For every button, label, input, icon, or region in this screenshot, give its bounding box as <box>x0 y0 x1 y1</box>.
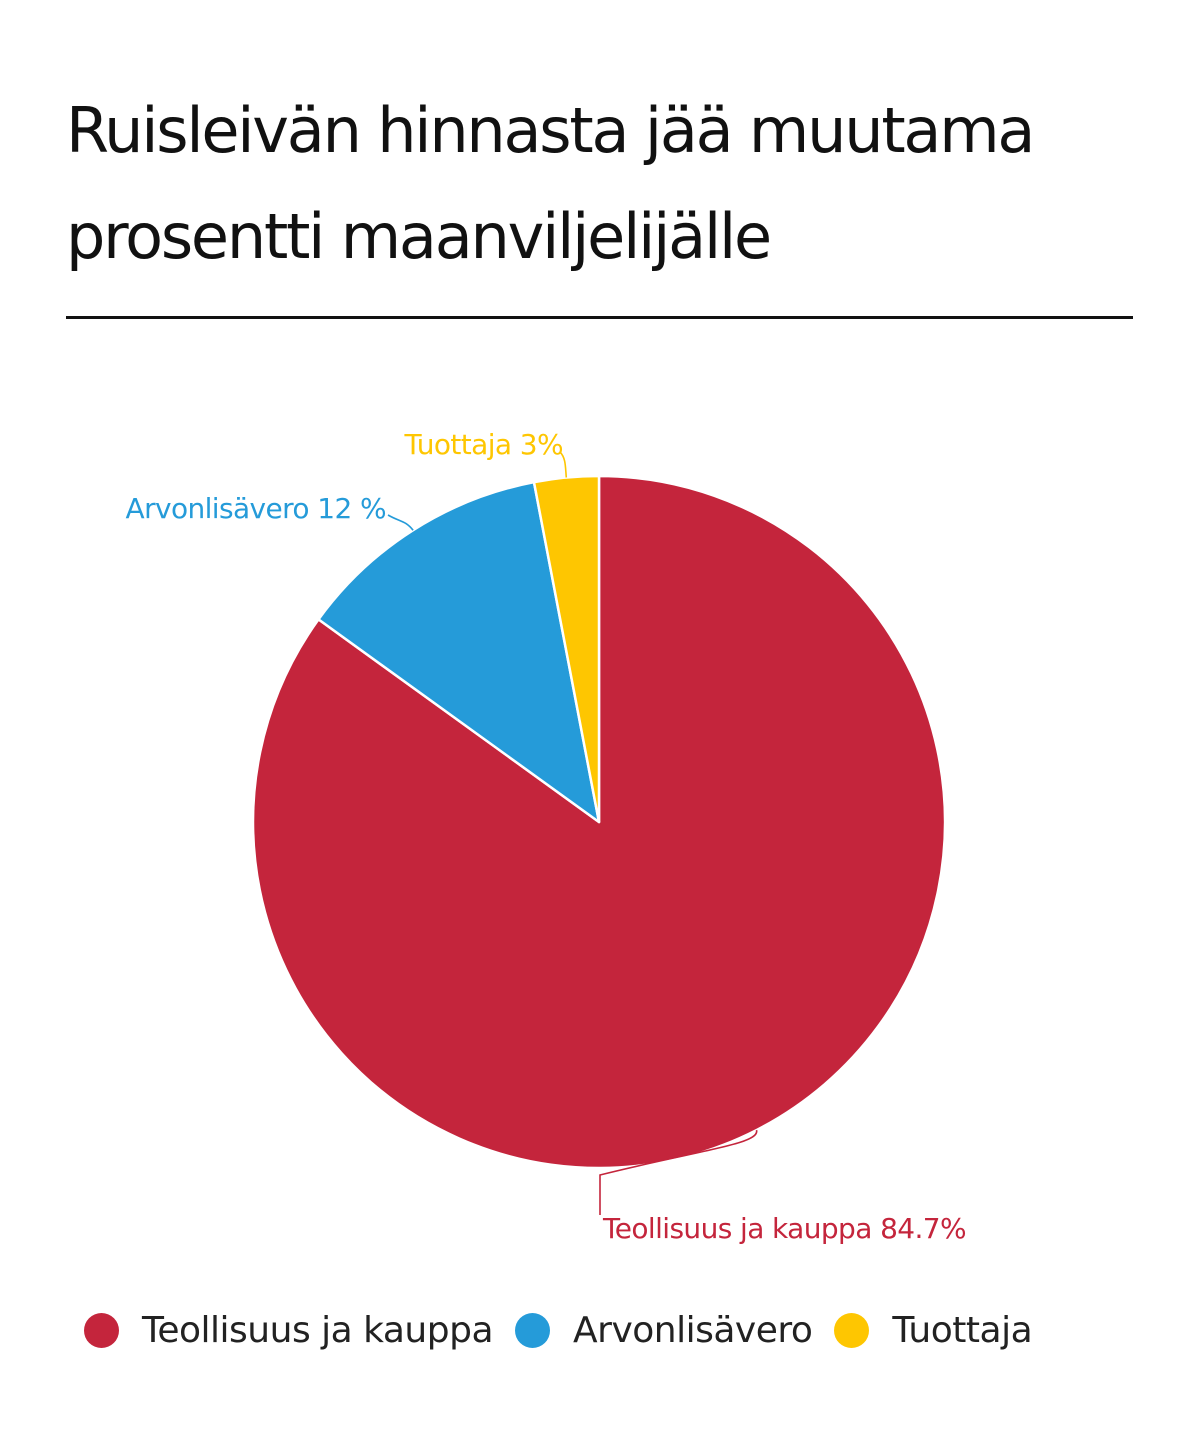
chart-legend: Teollisuus ja kauppa Arvonlisävero Tuott… <box>84 1310 1054 1351</box>
legend-swatch-teollisuus-ja-kauppa <box>84 1313 119 1348</box>
pie-slice-arvonlisavero[interactable] <box>317 480 601 824</box>
legend-swatch-tuottaja <box>834 1313 870 1348</box>
legend-label-tuottaja: Tuottaja <box>892 1310 1033 1351</box>
legend-item-arvonlisavero[interactable]: Arvonlisävero <box>515 1310 813 1351</box>
data-label-tuottaja: Tuottaja 3% <box>403 428 563 461</box>
leader-line-arvonlisavero <box>387 514 414 531</box>
data-label-teollisuus-ja-kauppa: Teollisuus ja kauppa 84.7% <box>602 1212 966 1245</box>
legend-label-arvonlisavero: Arvonlisävero <box>573 1310 813 1351</box>
legend-swatch-arvonlisavero <box>515 1313 551 1348</box>
data-label-arvonlisavero: Arvonlisävero 12 % <box>126 492 386 525</box>
title-divider <box>66 316 1133 319</box>
pie-slice-tuottaja[interactable] <box>532 474 601 824</box>
legend-item-teollisuus-ja-kauppa[interactable]: Teollisuus ja kauppa <box>84 1310 494 1351</box>
chart-title: Ruisleivän hinnasta jää muutama prosentt… <box>66 94 1035 273</box>
legend-label-teollisuus-ja-kauppa: Teollisuus ja kauppa <box>142 1310 494 1351</box>
pie-slice-teollisuus-ja-kauppa[interactable] <box>251 474 947 1170</box>
leader-line-teollisuus-ja-kauppa <box>599 1129 758 1215</box>
leader-line-tuottaja <box>559 451 568 478</box>
legend-item-tuottaja[interactable]: Tuottaja <box>834 1310 1033 1351</box>
